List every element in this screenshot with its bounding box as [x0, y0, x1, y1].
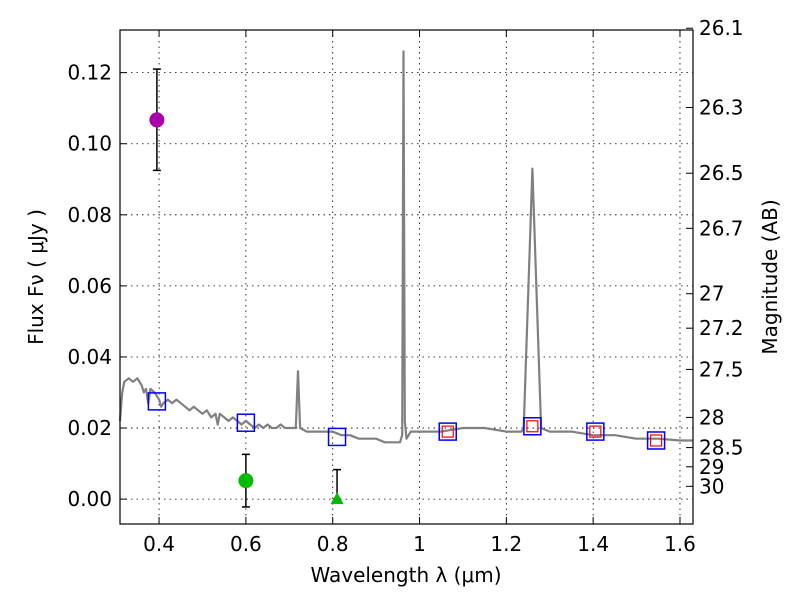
y-tick-label: 0.06 — [67, 274, 112, 298]
model-box-blue — [236, 413, 256, 432]
upper-limit-triangle — [330, 492, 344, 505]
magnitude-tick-label: 27.2 — [699, 316, 744, 340]
x-tick-label: 1.6 — [664, 532, 696, 556]
model-box-blue — [646, 431, 666, 450]
magnitude-tick-label: 28 — [699, 405, 724, 429]
magnitude-tick-label: 30 — [699, 474, 724, 498]
magnitude-axis-title: Magnitude (AB) — [758, 199, 782, 354]
magnitude-tick-label: 28.5 — [699, 436, 744, 460]
photometry-point — [149, 112, 165, 128]
model-box-blue — [586, 422, 605, 441]
x-tick-label: 1.4 — [577, 532, 609, 556]
grid — [120, 30, 693, 524]
x-tick-label: 1.2 — [490, 532, 522, 556]
model-box-blue — [327, 427, 347, 447]
y-tick-label: 0.00 — [67, 487, 112, 511]
magnitude-tick-label: 27 — [699, 282, 724, 306]
y-tick-label: 0.10 — [67, 132, 112, 156]
x-axis-title: Wavelength λ (μm) — [310, 563, 501, 587]
model-box-red — [589, 425, 602, 438]
x-tick-label: 0.8 — [317, 532, 349, 556]
magnitude-tick-label: 26.3 — [699, 95, 744, 119]
photometry-point — [238, 473, 254, 489]
y-tick-label: 0.12 — [67, 61, 112, 85]
x-axis: 0.4 0.6 0.8 1 1.2 1.4 1.6 — [143, 30, 696, 556]
magnitude-tick-label: 29 — [699, 455, 724, 479]
model-box-blue — [147, 392, 167, 411]
model-box-blue — [438, 422, 457, 441]
plot-frame — [119, 29, 694, 525]
x-tick-label: 0.4 — [143, 532, 175, 556]
y-tick-label: 0.02 — [67, 416, 112, 440]
magnitude-tick-label: 26.1 — [699, 16, 744, 40]
model-box-blue — [523, 417, 542, 436]
plot-area — [118, 50, 693, 508]
magnitude-tick-label: 26.5 — [699, 161, 744, 185]
x-tick-label: 1 — [413, 532, 426, 556]
magnitude-tick-label: 26.7 — [699, 216, 744, 240]
spectrum-line — [118, 50, 693, 444]
model-box-red — [650, 434, 663, 447]
model-box-red — [441, 425, 454, 438]
y-axis-title: Flux Fν ( μJy ) — [24, 209, 48, 345]
y-tick-label: 0.04 — [67, 345, 112, 369]
y-axis: 0.00 0.02 0.04 0.06 0.08 0.10 0.12 — [67, 61, 127, 511]
x-tick-label: 0.6 — [230, 532, 262, 556]
magnitude-tick-label: 27.5 — [699, 357, 744, 381]
y-tick-label: 0.08 — [67, 203, 112, 227]
model-box-red — [526, 420, 539, 433]
